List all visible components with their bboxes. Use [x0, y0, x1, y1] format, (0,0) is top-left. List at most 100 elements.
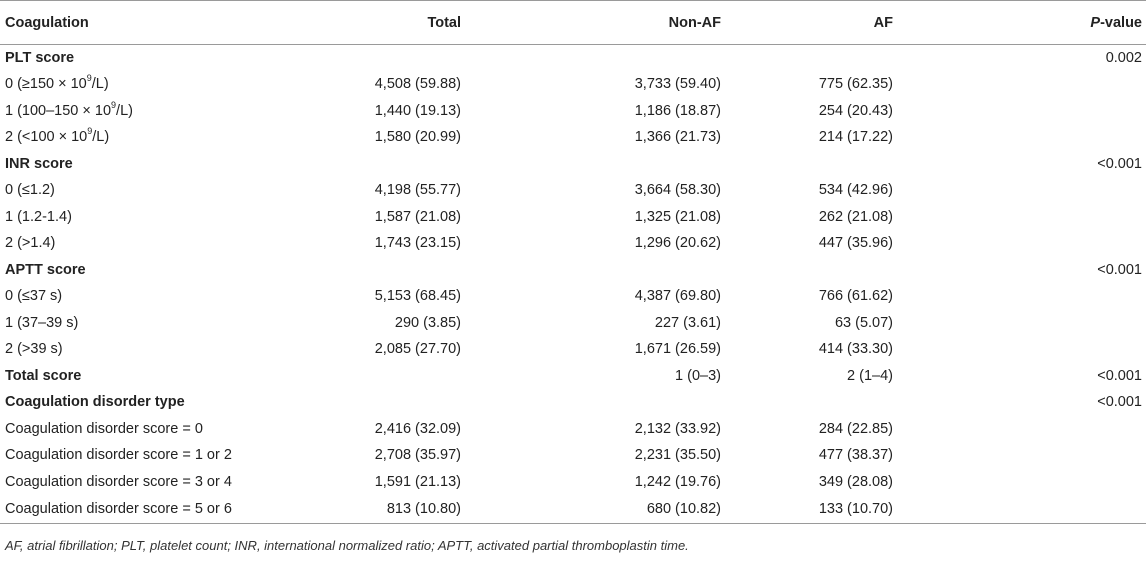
- cell-total: 813 (10.80): [330, 495, 461, 524]
- cell-total: 1,580 (20.99): [374, 129, 461, 146]
- cell-total: 2,416 (32.09): [374, 420, 461, 437]
- table-container: Coagulation Total Non-AF AF P-value PLT …: [0, 0, 1146, 553]
- table-row: 2 (<100 × 109/L) 1,580 (20.99) 1,366 (21.7…: [0, 124, 1146, 151]
- cell-af: 775 (62.35): [818, 76, 893, 93]
- cell-af: 63 (5.07): [834, 314, 893, 331]
- section-row: Total score 1 (0–3) 2 (1–4) <0.001: [0, 363, 1146, 390]
- header-p-value: P-value: [893, 0, 1146, 45]
- cell-p-value: [893, 416, 1146, 443]
- section-label: PLT score: [5, 50, 75, 66]
- cell-p-value: [893, 124, 1146, 151]
- cell-non-af: 3,733 (59.40): [634, 76, 721, 93]
- section-label: Coagulation disorder type: [5, 394, 185, 411]
- cell-af: 447 (35.96): [818, 235, 893, 252]
- cell-total: 1,440 (19.13): [374, 102, 461, 119]
- cell-p-value: [893, 177, 1146, 204]
- header-total: Total: [330, 0, 461, 45]
- cell-total: 1,591 (21.13): [374, 473, 461, 490]
- cell-total: 290 (3.85): [394, 314, 461, 331]
- row-label: 0 (≤1.2): [5, 182, 55, 199]
- header-coagulation: Coagulation: [0, 0, 330, 45]
- cell-total: 1,743 (23.15): [374, 235, 461, 252]
- row-label: 2 (<100 × 109/L): [0, 124, 330, 151]
- cell-af: 2 (1–4): [847, 367, 893, 384]
- table-row: Coagulation disorder score = 3 or 4 1,591…: [0, 469, 1146, 496]
- cell-total: 1,587 (21.08): [374, 208, 461, 225]
- cell-non-af: 1,242 (19.76): [634, 473, 721, 490]
- cell-non-af: 680 (10.82): [461, 495, 721, 524]
- row-label-exponent: 9: [111, 99, 117, 110]
- header-p-suffix: -value: [1100, 14, 1142, 31]
- header-af: AF: [721, 0, 893, 45]
- cell-af: [721, 151, 893, 178]
- row-label-exponent: 9: [87, 126, 93, 137]
- cell-af: 349 (28.08): [818, 473, 893, 490]
- table-row: Coagulation disorder score = 0 2,416 (32.…: [0, 416, 1146, 443]
- cell-total: [330, 363, 461, 390]
- cell-p-value: <0.001: [1097, 367, 1142, 384]
- table-footnote: AF, atrial fibrillation; PLT, platelet c…: [5, 537, 689, 553]
- cell-af: 254 (20.43): [818, 102, 893, 119]
- section-row: APTT score <0.001: [0, 257, 1146, 284]
- cell-p-value: [893, 442, 1146, 469]
- cell-total: [330, 45, 461, 72]
- row-label-text: 0 (≥150 × 10: [5, 76, 87, 93]
- table-row: 2 (>1.4) 1,743 (23.15) 1,296 (20.62) 447 (3…: [0, 230, 1146, 257]
- cell-total: [330, 389, 461, 416]
- table-row: 1 (1.2-1.4) 1,587 (21.08) 1,325 (21.08) 262…: [0, 204, 1146, 231]
- cell-non-af: 1,671 (26.59): [634, 341, 721, 358]
- row-label-text: 2 (<100 × 10: [5, 129, 88, 146]
- row-label: Coagulation disorder score = 5 or 6: [0, 495, 330, 524]
- cell-p-value: [893, 204, 1146, 231]
- row-label: 2 (>1.4): [5, 235, 56, 252]
- row-label: 1 (1.2-1.4): [5, 208, 72, 225]
- section-row: Coagulation disorder type <0.001: [0, 389, 1146, 416]
- cell-non-af: 1,366 (21.73): [634, 129, 721, 146]
- cell-non-af: 3,664 (58.30): [634, 182, 721, 199]
- cell-total: 4,508 (59.88): [374, 76, 461, 93]
- cell-p-value: [893, 71, 1146, 98]
- cell-non-af: 4,387 (69.80): [634, 288, 721, 305]
- cell-af: [721, 45, 893, 72]
- header-row: Coagulation Total Non-AF AF P-value: [0, 0, 1146, 45]
- cell-p-value: 0.002: [1105, 50, 1142, 66]
- cell-non-af: [461, 151, 721, 178]
- row-label: 0 (≥150 × 109/L): [0, 71, 330, 98]
- section-label: INR score: [5, 155, 73, 172]
- table-row: 0 (≥150 × 109/L) 4,508 (59.88) 3,733 (59.4…: [0, 71, 1146, 98]
- cell-non-af: 2,231 (35.50): [634, 447, 721, 464]
- table-row: 1 (37–39 s) 290 (3.85) 227 (3.61) 63 (5.07): [0, 310, 1146, 337]
- cell-af: 284 (22.85): [818, 420, 893, 437]
- cell-af: 414 (33.30): [818, 341, 893, 358]
- header-p-letter: P: [1090, 14, 1101, 31]
- row-label-text: 1 (100–150 × 10: [5, 102, 112, 119]
- table-row: Coagulation disorder score = 5 or 6 813 (…: [0, 495, 1146, 524]
- cell-p-value: [893, 495, 1146, 524]
- cell-p-value: [893, 336, 1146, 363]
- table-row: 0 (≤37 s) 5,153 (68.45) 4,387 (69.80) 766 (…: [0, 283, 1146, 310]
- cell-p-value: [893, 310, 1146, 337]
- row-label: Coagulation disorder score = 1 or 2: [5, 447, 232, 464]
- coagulation-table: Coagulation Total Non-AF AF P-value PLT …: [0, 0, 1146, 524]
- table-body: PLT score 0.002 0 (≥150 × 109/L) 4,508 (59.…: [0, 45, 1146, 524]
- row-label: Coagulation disorder score = 3 or 4: [5, 473, 232, 490]
- row-label: Coagulation disorder score = 0: [5, 420, 203, 437]
- cell-total: 4,198 (55.77): [374, 182, 461, 199]
- cell-non-af: 2,132 (33.92): [634, 420, 721, 437]
- table-row: 1 (100–150 × 109/L) 1,440 (19.13) 1,186 (1…: [0, 98, 1146, 125]
- table-row: 0 (≤1.2) 4,198 (55.77) 3,664 (58.30) 534 (4…: [0, 177, 1146, 204]
- cell-non-af: [461, 45, 721, 72]
- row-label: 1 (37–39 s): [5, 314, 79, 331]
- cell-non-af: 1,296 (20.62): [634, 235, 721, 252]
- cell-non-af: [461, 257, 721, 284]
- cell-af: 477 (38.37): [818, 447, 893, 464]
- cell-total: [330, 257, 461, 284]
- cell-non-af: 227 (3.61): [654, 314, 721, 331]
- cell-p-value: <0.001: [1097, 155, 1142, 172]
- cell-total: 2,085 (27.70): [374, 341, 461, 358]
- cell-total: 2,708 (35.97): [374, 447, 461, 464]
- cell-af: 262 (21.08): [818, 208, 893, 225]
- cell-p-value: [893, 283, 1146, 310]
- header-non-af: Non-AF: [461, 0, 721, 45]
- cell-total: 5,153 (68.45): [374, 288, 461, 305]
